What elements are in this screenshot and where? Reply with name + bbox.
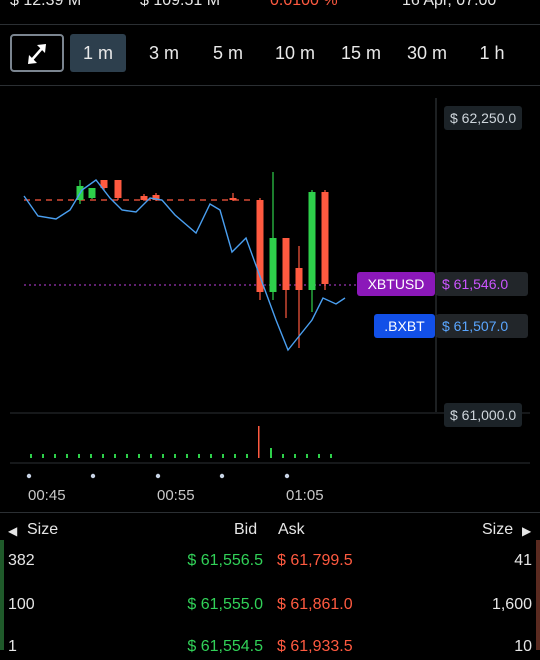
time-label: 00:45 (28, 487, 66, 504)
volume-bar (198, 454, 200, 458)
timeframe-selector: 1 m 3 m 5 m 10 m 15 m 30 m 1 h (0, 34, 540, 76)
ask-size: 41 (514, 552, 532, 569)
expand-arrows-icon (28, 44, 46, 64)
ask-size: 10 (514, 638, 532, 655)
volume-bar (150, 454, 152, 458)
volume-bar (330, 454, 332, 458)
tab-1m[interactable]: 1 m (70, 34, 126, 72)
ask-size: 1,600 (491, 596, 532, 613)
tab-10m[interactable]: 10 m (274, 43, 316, 63)
time-tick-dot (155, 473, 161, 479)
volume-bar (42, 454, 44, 458)
tab-5m[interactable]: 5 m (212, 43, 243, 63)
xbtusd-marker: XBTUSD (357, 272, 435, 296)
volume-bar (222, 454, 224, 458)
expand-chart-button[interactable] (10, 34, 64, 72)
divider (0, 85, 540, 86)
volume-bar (66, 454, 68, 458)
candle-body (152, 195, 160, 200)
candle-body (140, 196, 148, 200)
candle-body (88, 188, 96, 198)
tab-3m[interactable]: 3 m (148, 43, 179, 63)
bid-price: $ 61,556.5 (187, 552, 263, 569)
volume-bar (162, 454, 164, 458)
candle-body (295, 268, 303, 290)
tab-30m[interactable]: 30 m (406, 43, 448, 63)
candle-body (114, 180, 122, 198)
bid-depth-bar (0, 540, 4, 650)
volume-bar (174, 454, 176, 458)
ask-price: $ 61,799.5 (277, 552, 353, 569)
volume-bar (294, 454, 296, 458)
orderbook-header: ◀ Size Bid Ask Size ▶ (0, 512, 540, 546)
volume-bar (306, 454, 308, 458)
volume-bar (282, 454, 284, 458)
volume-bar (78, 454, 80, 458)
divider (0, 512, 540, 513)
volume-bar (246, 454, 248, 458)
ticker-stats-strip: $ 12.39 M $ 109.51 M 0.0100 % 16 Apr, 07… (0, 0, 540, 24)
tab-1h[interactable]: 1 h (479, 43, 505, 63)
bid-header: Bid (234, 521, 258, 538)
orderbook-row[interactable]: 382 $ 61,556.5 $ 61,799.5 41 (0, 550, 540, 574)
time-label: 00:55 (157, 487, 195, 504)
bid-size: 382 (8, 552, 35, 569)
price-chart[interactable]: $ 62,250.0 $ 61,000.0 XBTUSD $ 61,546.0 … (0, 88, 540, 506)
volume-bar (270, 448, 272, 458)
bxbt-marker: .BXBT (374, 314, 435, 338)
bid-price: $ 61,554.5 (187, 638, 263, 655)
ask-price: $ 61,933.5 (277, 638, 353, 655)
bid-size: 1 (8, 638, 17, 655)
candle-body (308, 192, 316, 290)
time-tick-dot (26, 473, 32, 479)
volume-value: $ 12.39 M (10, 0, 82, 9)
volume-bar (90, 454, 92, 458)
index-price-line (23, 179, 346, 352)
candle-body (256, 200, 264, 292)
candle-body (100, 180, 108, 188)
volume-bar (54, 454, 56, 458)
ask-size-header[interactable]: Size (482, 521, 514, 538)
candlestick-chart-svg (10, 98, 530, 479)
time-label: 01:05 (286, 487, 324, 504)
candle-body (282, 238, 290, 290)
turnover-value: $ 109.51 M (140, 0, 221, 9)
bid-price: $ 61,555.0 (187, 596, 263, 613)
bid-size-header[interactable]: Size (27, 521, 59, 538)
price-label-bottom: $ 61,000.0 (444, 403, 523, 427)
bid-size: 100 (8, 596, 35, 613)
bxbt-price: $ 61,507.0 (436, 314, 528, 338)
orderbook-row[interactable]: 1 $ 61,554.5 $ 61,933.5 10 (0, 636, 540, 660)
volume-bar (126, 454, 128, 458)
orderbook-row[interactable]: 100 $ 61,555.0 $ 61,861.0 1,600 (0, 594, 540, 618)
candle-body (321, 192, 329, 284)
price-label-top: $ 62,250.0 (444, 106, 523, 130)
volume-bar (186, 454, 188, 458)
tab-15m[interactable]: 15 m (340, 43, 382, 63)
time-tick-dot (90, 473, 96, 479)
time-tick-dot (219, 473, 225, 479)
volume-bar (234, 454, 236, 458)
volume-bar (114, 454, 116, 458)
volume-bar (318, 454, 320, 458)
ask-price: $ 61,861.0 (277, 596, 353, 613)
caret-right-icon[interactable]: ▶ (522, 524, 532, 538)
volume-bar (138, 454, 140, 458)
change-value: 0.0100 % (270, 0, 338, 9)
ask-header: Ask (278, 521, 305, 538)
caret-left-icon[interactable]: ◀ (8, 524, 18, 538)
volume-bar (30, 454, 32, 458)
volume-bar (258, 426, 260, 458)
candle-body (269, 238, 277, 292)
divider (0, 24, 540, 25)
ask-depth-bar (536, 540, 540, 650)
volume-bar (102, 454, 104, 458)
time-tick-dot (284, 473, 290, 479)
candle-body (229, 198, 237, 200)
volume-bar (210, 454, 212, 458)
xbtusd-price: $ 61,546.0 (436, 272, 528, 296)
date-value: 16 Apr, 07:00 (402, 0, 497, 9)
